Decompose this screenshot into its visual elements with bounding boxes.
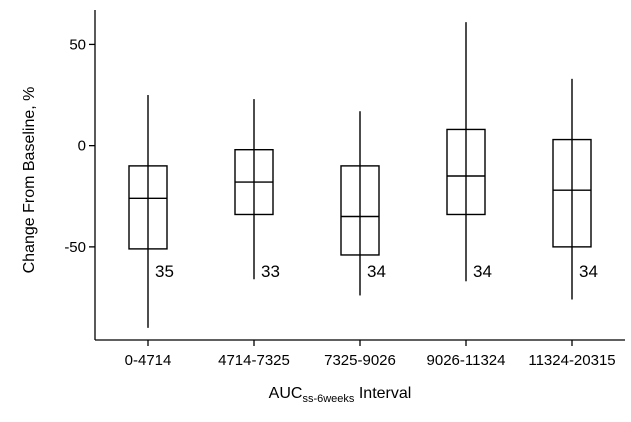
sample-size-label: 33 <box>261 262 280 281</box>
y-tick-label: 0 <box>78 138 86 155</box>
box-group: 34 <box>553 79 598 300</box>
sample-size-label: 34 <box>579 262 598 281</box>
sample-size-label: 34 <box>473 262 492 281</box>
x-axis-title-subscript: ss-6weeks <box>302 393 354 405</box>
x-axis-title-suffix: Interval <box>354 385 411 402</box>
x-tick-label: 7325-9026 <box>324 352 396 369</box>
sample-size-label: 35 <box>155 262 174 281</box>
box-group: 35 <box>129 95 174 328</box>
x-tick-label: 0-4714 <box>125 352 172 369</box>
x-tick-label: 4714-7325 <box>218 352 290 369</box>
y-tick-label: -50 <box>64 239 86 256</box>
sample-size-label: 34 <box>367 262 386 281</box>
x-tick-label: 11324-20315 <box>528 352 615 369</box>
x-axis-title: AUCss-6weeks Interval <box>269 385 412 405</box>
box-group: 33 <box>235 99 280 281</box>
x-axis-title-main: AUC <box>269 385 303 402</box>
box-group: 34 <box>447 22 492 281</box>
y-tick-label: 50 <box>69 36 86 53</box>
y-axis-title: Change From Baseline, % <box>21 87 38 274</box>
x-tick-label: 9026-11324 <box>427 352 506 369</box>
box-group: 34 <box>341 111 386 295</box>
boxes: 35 33 34 34 34 <box>129 22 598 328</box>
